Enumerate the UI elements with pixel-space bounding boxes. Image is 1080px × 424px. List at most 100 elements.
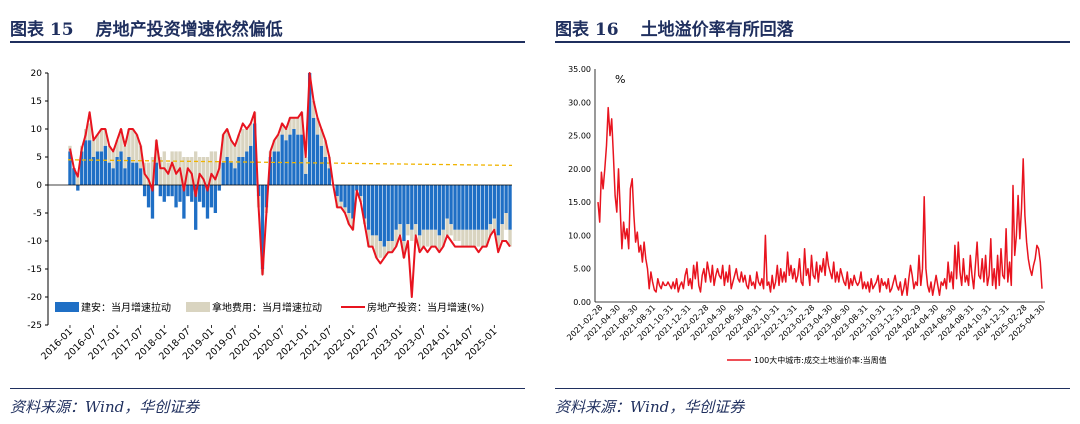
bar-construction	[127, 157, 131, 185]
bar-land-cost	[205, 157, 210, 185]
y-tick-label: -25	[27, 321, 42, 331]
bar-land-cost	[465, 229, 469, 247]
bar-land-cost	[319, 129, 324, 146]
bar-land-cost	[402, 241, 406, 258]
y-tick-label: 10.00	[568, 231, 591, 240]
bar-land-cost	[437, 235, 441, 253]
bar-land-cost	[406, 224, 410, 236]
figure-title: 图表 16 土地溢价率有所回落	[555, 15, 794, 40]
bar-construction	[386, 185, 390, 241]
bar-land-cost	[217, 162, 221, 185]
bar-land-cost	[390, 241, 394, 253]
source-note: 资料来源：Wind，华创证券	[10, 398, 200, 416]
bar-land-cost	[115, 140, 119, 157]
bar-land-cost	[315, 117, 320, 135]
bar-land-cost	[292, 117, 296, 129]
bar-construction	[370, 185, 375, 236]
bar-construction	[142, 185, 147, 197]
bar-land-cost	[453, 229, 457, 241]
bar-construction	[484, 185, 489, 230]
bar-construction	[91, 157, 96, 185]
bar-construction	[103, 145, 107, 185]
bar-construction	[508, 185, 512, 230]
bar-land-cost	[91, 140, 96, 157]
bar-construction	[421, 185, 426, 230]
bar-construction	[476, 185, 481, 230]
bar-construction	[131, 162, 135, 185]
bar-construction	[457, 185, 461, 230]
y-tick-label: -15	[27, 265, 42, 275]
bar-construction	[500, 185, 504, 225]
bar-land-cost	[508, 229, 512, 247]
bar-construction	[150, 185, 155, 219]
bar-construction	[201, 185, 206, 208]
y-tick-label: 5	[36, 153, 42, 163]
bar-land-cost	[370, 235, 375, 247]
bar-construction	[382, 185, 386, 247]
bar-land-cost	[492, 218, 496, 230]
bar-land-cost	[87, 123, 92, 141]
bar-construction	[260, 185, 265, 269]
bar-construction	[339, 185, 343, 202]
bar-construction	[394, 185, 398, 230]
bar-land-cost	[421, 229, 426, 247]
bar-land-cost	[378, 241, 383, 258]
title-rule	[555, 41, 1070, 43]
bar-construction	[359, 185, 363, 197]
unit-label: %	[615, 73, 625, 86]
bar-land-cost	[382, 246, 386, 258]
bar-construction	[280, 134, 284, 185]
bar-land-cost	[221, 134, 225, 163]
bar-construction	[315, 134, 320, 185]
bar-land-cost	[182, 157, 186, 185]
bar-construction	[366, 185, 371, 230]
land-premium-rate-chart: 35.0030.0025.0020.0015.0010.005.000.00%2…	[565, 65, 1046, 365]
bar-land-cost	[425, 229, 430, 247]
bar-land-cost	[429, 229, 434, 247]
bar-construction	[453, 185, 457, 230]
bar-land-cost	[476, 229, 481, 247]
figure-16-panel: 图表 16 土地溢价率有所回落 35.00 30.00 25.00 20.00 15.00…	[545, 0, 1080, 424]
source-note: 资料来源：Wind，华创证券	[555, 398, 745, 416]
bar-construction	[272, 151, 276, 185]
bar-construction	[276, 151, 280, 185]
bar-construction	[417, 185, 422, 236]
bar-construction	[437, 185, 441, 236]
bar-construction	[135, 162, 139, 185]
bar-land-cost	[398, 224, 402, 236]
bar-construction	[480, 185, 485, 230]
bar-construction	[245, 151, 249, 185]
bar-land-cost	[500, 224, 504, 241]
bar-construction	[414, 185, 418, 225]
legend-swatch-land-cost	[186, 302, 210, 312]
bar-construction	[237, 157, 241, 185]
bar-land-cost	[103, 129, 107, 146]
bar-land-cost	[245, 129, 249, 152]
bar-land-cost	[68, 145, 72, 152]
y-tick-label: -10	[27, 237, 42, 247]
bar-construction	[323, 157, 328, 185]
bar-land-cost	[496, 235, 500, 247]
bar-construction	[504, 185, 508, 213]
bar-construction	[76, 185, 80, 191]
bar-construction	[162, 185, 166, 202]
bar-construction	[429, 185, 434, 230]
bar-construction	[300, 134, 304, 185]
y-tick-label: 0.00	[573, 298, 591, 307]
bar-construction	[296, 134, 300, 185]
bar-land-cost	[276, 134, 280, 152]
bar-construction	[465, 185, 469, 230]
bar-construction	[433, 185, 438, 230]
bar-construction	[461, 185, 465, 230]
bar-construction	[182, 185, 186, 219]
bar-construction	[249, 145, 253, 185]
bar-land-cost	[449, 224, 453, 236]
bar-land-cost	[146, 162, 151, 185]
bar-construction	[111, 168, 115, 185]
bar-construction	[194, 185, 198, 230]
bar-land-cost	[170, 151, 174, 185]
bar-construction	[119, 151, 123, 185]
bar-construction	[80, 151, 84, 185]
bar-land-cost	[394, 229, 398, 247]
bar-construction	[170, 185, 174, 197]
